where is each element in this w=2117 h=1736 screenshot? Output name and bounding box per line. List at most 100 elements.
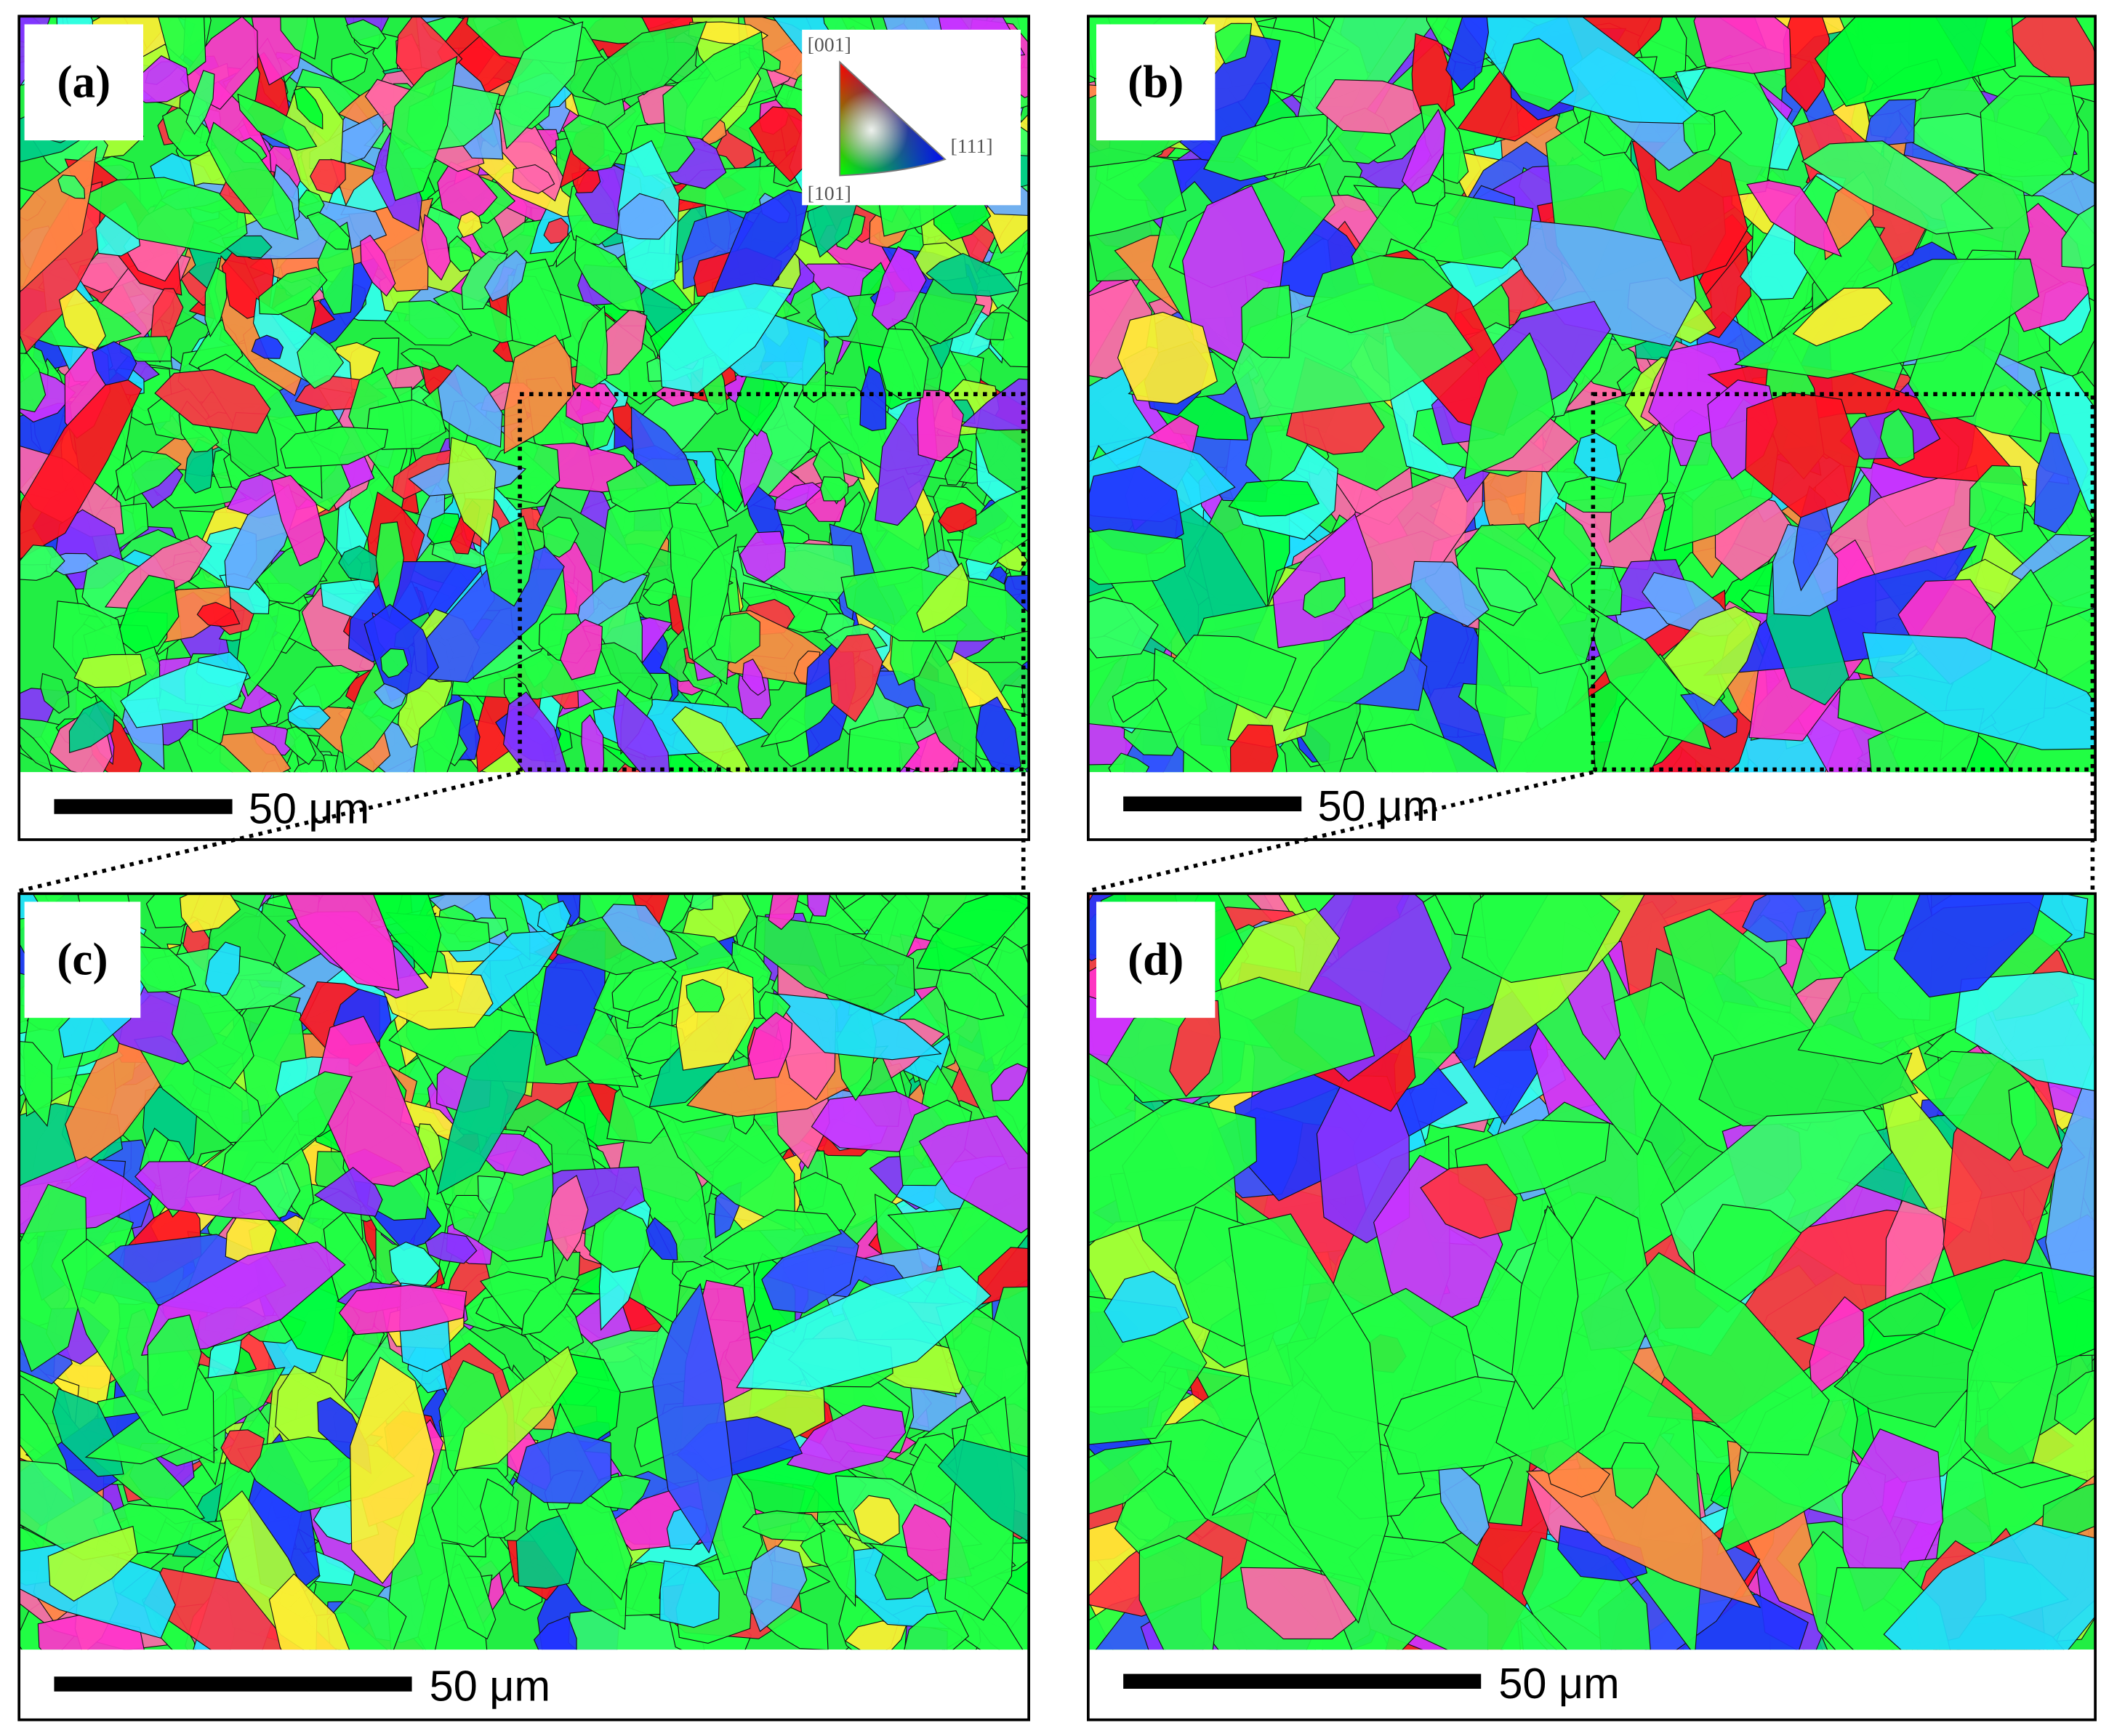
zoom-box — [1591, 392, 2095, 772]
grain — [2040, 366, 2096, 513]
grain — [819, 1519, 856, 1607]
grain — [1316, 79, 1422, 134]
grain — [1801, 140, 1994, 235]
grain — [483, 515, 535, 607]
grain — [461, 251, 508, 310]
panel-label: (d) — [1128, 934, 1184, 985]
grain — [761, 1229, 859, 1314]
grain — [196, 601, 241, 627]
grain — [1745, 392, 1860, 518]
grain — [1363, 723, 1502, 773]
grain — [754, 915, 915, 1015]
grain — [659, 283, 794, 394]
grain — [237, 93, 318, 151]
grain — [425, 546, 565, 683]
grain — [1503, 38, 1574, 111]
grain — [285, 893, 400, 991]
grain — [1792, 287, 1893, 347]
grain — [350, 1357, 435, 1584]
grain — [515, 1514, 578, 1589]
grain — [338, 545, 379, 583]
grain — [280, 426, 388, 469]
grain — [1088, 147, 1186, 237]
panel-label: (a) — [57, 57, 111, 108]
grain — [512, 164, 555, 194]
grain — [1112, 679, 1168, 723]
grain — [845, 1620, 907, 1650]
grain — [543, 217, 569, 244]
grain — [185, 70, 215, 135]
grain — [507, 258, 571, 348]
grain — [2054, 1370, 2096, 1436]
zoom-line — [1088, 770, 1594, 893]
scale-bar-label: 50 μm — [249, 784, 369, 833]
grain — [598, 642, 658, 700]
grain — [205, 941, 241, 998]
grain — [1306, 255, 1453, 334]
grain — [73, 654, 147, 688]
scale-bar — [54, 799, 233, 814]
grain — [689, 893, 714, 911]
grain — [19, 1184, 87, 1373]
grain — [1445, 16, 1489, 92]
grain — [268, 1573, 350, 1650]
grain — [437, 364, 503, 448]
grain — [1088, 597, 1159, 659]
grain — [92, 341, 137, 386]
grain — [742, 659, 766, 696]
grain — [1964, 1271, 2058, 1474]
grain — [1680, 692, 1738, 739]
grain — [828, 633, 883, 723]
grain — [1611, 1442, 1660, 1509]
grain — [960, 378, 1029, 431]
grain — [457, 211, 483, 238]
grain — [1088, 1098, 1257, 1244]
ipf-label: [111] — [950, 135, 992, 158]
grain — [206, 121, 299, 241]
grain — [1241, 284, 1293, 358]
grain — [877, 328, 929, 401]
grain — [421, 214, 451, 281]
grain — [57, 174, 86, 199]
grain — [1230, 724, 1279, 773]
ipf-legend-box — [802, 29, 1021, 206]
panel-frame — [17, 15, 1031, 841]
grain — [270, 475, 326, 567]
panel-label: (b) — [1128, 57, 1184, 108]
grain — [380, 648, 409, 678]
orientation-map — [1088, 893, 2096, 1650]
grain — [374, 683, 407, 710]
grain — [742, 1510, 826, 1542]
grain — [2061, 204, 2096, 269]
grain — [280, 16, 319, 60]
grain — [1868, 1293, 1946, 1338]
ipf-label: [101] — [808, 182, 851, 205]
ipf-label: [001] — [808, 34, 851, 57]
grain — [204, 267, 228, 338]
grain — [306, 212, 350, 250]
grain — [310, 159, 346, 195]
grain — [533, 1615, 577, 1650]
grain — [180, 893, 241, 933]
grain — [1228, 479, 1319, 517]
grain — [731, 941, 772, 994]
grain — [1865, 99, 1916, 145]
grain — [447, 437, 497, 546]
grain — [671, 706, 752, 773]
grain — [1893, 893, 2045, 998]
grain — [400, 348, 441, 371]
grain — [904, 1610, 970, 1650]
grain — [937, 1439, 1029, 1543]
grain — [154, 369, 271, 434]
grain — [2045, 1050, 2096, 1305]
grain — [853, 1495, 900, 1545]
grain — [1814, 16, 2016, 107]
grain — [251, 334, 284, 359]
grain — [147, 1314, 202, 1416]
panel-frame — [17, 892, 1031, 1721]
grain — [449, 235, 475, 273]
grain — [483, 249, 527, 302]
grain — [975, 312, 1010, 341]
